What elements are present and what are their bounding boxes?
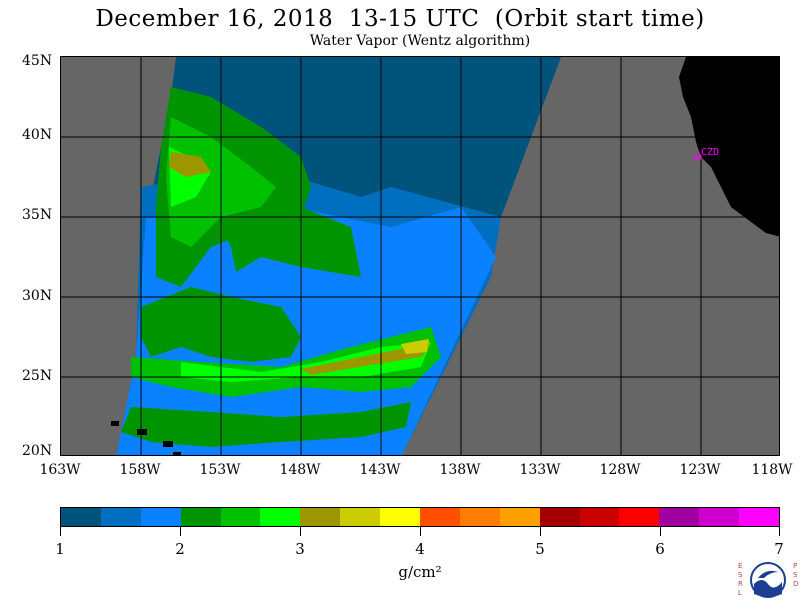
- colorbar-tick: [60, 527, 61, 536]
- place-label: CZD: [701, 147, 719, 158]
- logo-wave: [754, 580, 782, 597]
- lon-label: 123W: [679, 462, 721, 478]
- logo-letter-left: R: [738, 580, 743, 588]
- logo-letter-right: S: [793, 571, 798, 579]
- water-vapor-map: CZD: [61, 57, 779, 455]
- colorbar-segment: [260, 508, 301, 526]
- lon-label: 133W: [519, 462, 561, 478]
- swath-green-bottom: [121, 402, 411, 447]
- colorbar-tick: [180, 527, 181, 536]
- graticule: [61, 57, 779, 455]
- noaa-logo: E S R L P S D: [738, 562, 798, 598]
- colorbar-segment: [459, 508, 500, 526]
- lat-label: 40N: [22, 127, 53, 143]
- colorbar-label: 6: [655, 540, 665, 558]
- colorbar-tick: [300, 527, 301, 536]
- logo-letter-left: L: [738, 589, 742, 597]
- colorbar-units: g/cm²: [398, 563, 442, 581]
- island: [111, 421, 119, 426]
- logo-bird: [758, 570, 778, 578]
- swath-olive-band: [301, 345, 431, 375]
- colorbar-segment: [380, 508, 421, 526]
- colorbar-segment: [659, 508, 700, 526]
- colorbar-segment: [300, 508, 341, 526]
- colorbar-segment: [539, 508, 580, 526]
- lat-label: 20N: [22, 443, 53, 459]
- lon-label: 138W: [439, 462, 481, 478]
- lon-label: 158W: [119, 462, 161, 478]
- place-marker: [694, 153, 702, 161]
- logo-letter-left: S: [738, 571, 743, 579]
- lat-label: 45N: [22, 53, 53, 69]
- island: [173, 452, 181, 455]
- lon-label: 128W: [599, 462, 641, 478]
- colorbar-label: 7: [774, 540, 784, 558]
- lon-label: 148W: [279, 462, 321, 478]
- colorbar-segment: [61, 508, 101, 526]
- colorbar-segment: [579, 508, 620, 526]
- lon-label: 143W: [359, 462, 401, 478]
- figure-title: December 16, 2018 13-15 UTC (Orbit start…: [95, 6, 705, 32]
- colorbar-segment: [340, 508, 381, 526]
- island: [163, 441, 173, 447]
- colorbar-label: 1: [55, 540, 65, 558]
- colorbar-segment: [499, 508, 540, 526]
- colorbar-tick: [420, 527, 421, 536]
- lat-label: 35N: [22, 207, 53, 223]
- lon-label: 118W: [751, 462, 793, 478]
- colorbar-tick: [540, 527, 541, 536]
- logo-letter-left: E: [738, 562, 742, 570]
- colorbar-label: 3: [295, 540, 305, 558]
- swath-green-middle: [221, 207, 361, 277]
- colorbar: [60, 507, 780, 527]
- lon-label: 163W: [39, 462, 81, 478]
- map-panel: CZD: [60, 56, 780, 456]
- colorbar-label: 4: [415, 540, 425, 558]
- colorbar-segment: [100, 508, 141, 526]
- colorbar-tick: [779, 527, 780, 536]
- logo-letter-right: P: [793, 562, 797, 570]
- island: [137, 429, 147, 435]
- figure-subtitle: Water Vapor (Wentz algorithm): [309, 33, 531, 49]
- colorbar-segment: [420, 508, 460, 526]
- colorbar-segment: [180, 508, 221, 526]
- colorbar-segment: [739, 508, 780, 526]
- colorbar-label: 5: [535, 540, 545, 558]
- lat-label: 25N: [22, 368, 53, 384]
- colorbar-tick: [660, 527, 661, 536]
- colorbar-segment: [699, 508, 740, 526]
- lat-label: 30N: [22, 288, 53, 304]
- land-north-america: [679, 57, 779, 237]
- colorbar-segment: [619, 508, 660, 526]
- colorbar-segment: [220, 508, 261, 526]
- swath-yellow-band: [401, 339, 429, 354]
- lon-label: 153W: [199, 462, 241, 478]
- colorbar-label: 2: [175, 540, 185, 558]
- logo-letter-right: D: [793, 580, 798, 588]
- swath-lime-band: [181, 342, 431, 382]
- colorbar-segment: [140, 508, 181, 526]
- swath-olive-upper: [169, 152, 211, 177]
